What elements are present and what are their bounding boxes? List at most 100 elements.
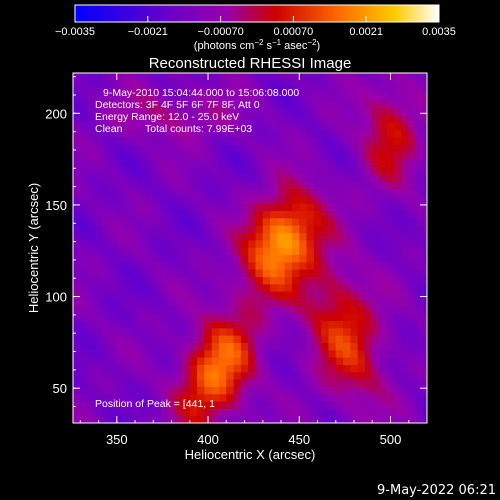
heatmap-cell: [116, 188, 125, 197]
heatmap-cell: [204, 166, 213, 175]
heatmap-cell: [372, 73, 381, 80]
heatmap-cell: [124, 320, 132, 329]
heatmap-cell: [423, 122, 427, 131]
heatmap-cell: [145, 386, 154, 395]
heatmap-cell: [423, 210, 427, 219]
heatmap-cell: [379, 129, 388, 138]
heatmap-cell: [80, 85, 89, 94]
heatmap-cell: [401, 342, 410, 351]
heatmap-cell: [423, 203, 427, 212]
heatmap-cell: [189, 232, 198, 241]
heatmap-cell: [313, 129, 322, 138]
heatmap-cell: [116, 408, 125, 417]
heatmap-cell: [240, 159, 249, 168]
heatmap-cell: [350, 166, 359, 175]
heatmap-cell: [131, 371, 140, 380]
heatmap-cell: [306, 107, 315, 116]
heatmap-cell: [240, 239, 249, 248]
heatmap-cell: [372, 364, 381, 373]
heatmap-cell: [262, 144, 271, 153]
heatmap-cell: [423, 327, 427, 336]
heatmap-cell: [321, 320, 330, 329]
heatmap-cell: [204, 342, 213, 351]
heatmap-cell: [335, 298, 344, 307]
heatmap-cell: [343, 144, 351, 153]
heatmap-cell: [87, 401, 96, 409]
heatmap-cell: [372, 393, 381, 402]
heatmap-cell: [109, 335, 118, 343]
heatmap-cell: [401, 364, 410, 373]
heatmap-cell: [80, 357, 89, 365]
heatmap-cell: [204, 379, 213, 387]
heatmap-cell: [423, 283, 427, 292]
heatmap-cell: [233, 298, 242, 307]
heatmap-cell: [102, 115, 111, 124]
heatmap-cell: [408, 225, 417, 234]
heatmap-cell: [328, 283, 337, 292]
heatmap-cell: [124, 357, 132, 365]
heatmap-cell: [386, 276, 395, 285]
heatmap-cell: [321, 210, 330, 219]
heatmap-cell: [328, 364, 337, 373]
heatmap-cell: [197, 115, 205, 124]
heatmap-cell: [379, 342, 388, 351]
heatmap-cell: [386, 379, 395, 387]
heatmap-cell: [335, 283, 344, 292]
heatmap-cell: [364, 269, 373, 277]
heatmap-cell: [364, 217, 373, 226]
heatmap-cell: [416, 291, 424, 299]
heatmap-cell: [94, 401, 103, 409]
heatmap-cell: [270, 371, 278, 380]
heatmap-cell: [102, 320, 111, 329]
heatmap-cell: [321, 181, 330, 190]
heatmap-cell: [299, 78, 308, 87]
heatmap-cell: [299, 401, 308, 409]
heatmap-cell: [138, 276, 147, 285]
heatmap-cell: [394, 137, 403, 146]
heatmap-cell: [131, 107, 140, 116]
heatmap-cell: [167, 73, 176, 80]
heatmap-cell: [386, 144, 395, 153]
heatmap-cell: [116, 357, 125, 365]
heatmap-cell: [299, 276, 308, 285]
heatmap-cell: [379, 247, 388, 256]
heatmap-cell: [277, 371, 286, 380]
heatmap-cell: [364, 225, 373, 234]
heatmap-cell: [357, 181, 366, 190]
heatmap-cell: [408, 313, 417, 321]
heatmap-cell: [313, 78, 322, 87]
heatmap-cell: [87, 364, 96, 373]
heatmap-cell: [240, 151, 249, 160]
heatmap-cell: [197, 254, 205, 263]
heatmap-cell: [423, 115, 427, 124]
heatmap-cell: [102, 305, 111, 314]
heatmap-cell: [80, 210, 89, 219]
heatmap-cell: [262, 327, 271, 336]
heatmap-cell: [299, 129, 308, 138]
heatmap-cell: [160, 320, 169, 329]
heatmap-cell: [284, 210, 293, 219]
heatmap-cell: [423, 217, 427, 226]
heatmap-cell: [408, 386, 417, 395]
heatmap-cell: [306, 195, 315, 204]
heatmap-cell: [116, 415, 125, 423]
heatmap-cell: [328, 327, 337, 336]
heatmap-cell: [321, 217, 330, 226]
heatmap-cell: [167, 349, 176, 358]
heatmap-cell: [226, 129, 235, 138]
heatmap-cell: [284, 261, 293, 270]
heatmap-cell: [160, 239, 169, 248]
heatmap-cell: [401, 283, 410, 292]
heatmap-cell: [124, 122, 132, 131]
heatmap-cell: [386, 85, 395, 94]
heatmap-cell: [277, 283, 286, 292]
heatmap-cell: [248, 210, 257, 219]
heatmap-cell: [321, 261, 330, 270]
heatmap-cell: [401, 73, 410, 80]
heatmap-cell: [343, 107, 351, 116]
heatmap-cell: [248, 269, 257, 277]
heatmap-cell: [73, 239, 81, 248]
heatmap-cell: [211, 247, 220, 256]
heatmap-cell: [73, 166, 81, 175]
heatmap-cell: [306, 276, 315, 285]
